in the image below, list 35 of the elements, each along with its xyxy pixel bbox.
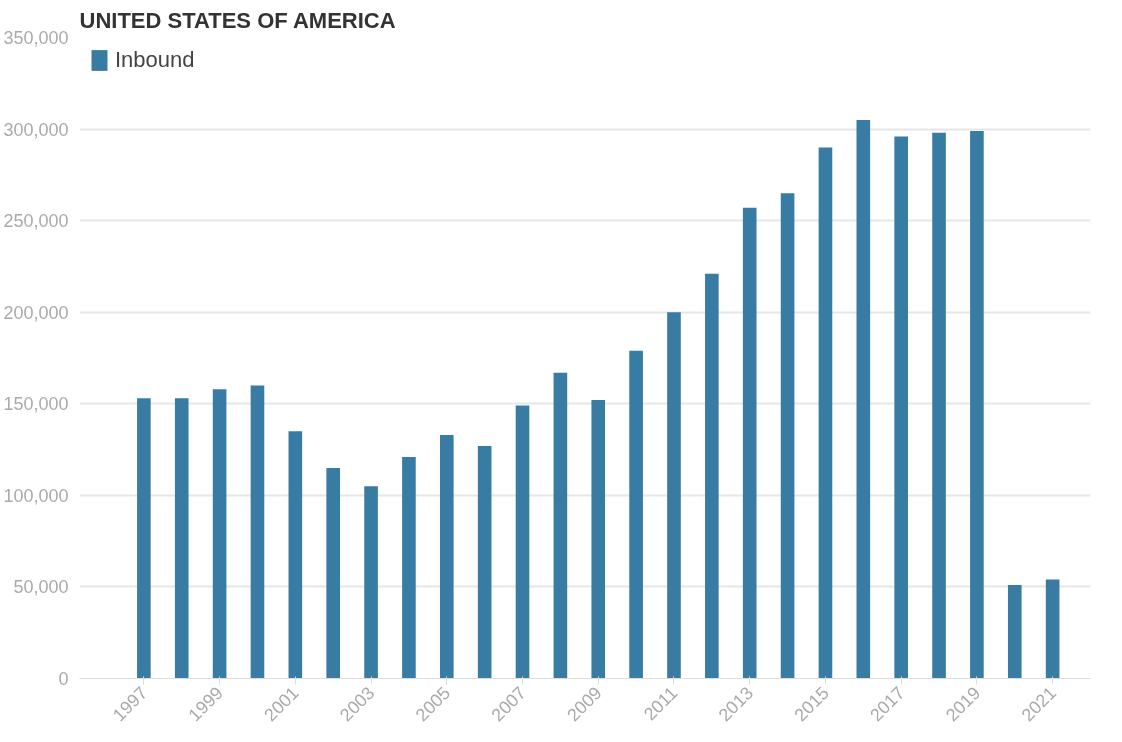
- bar: [970, 130, 984, 679]
- bar: [1045, 579, 1060, 679]
- y-tick-label: 350,000: [3, 28, 69, 48]
- legend-label: Inbound: [115, 47, 195, 73]
- bar: [439, 434, 454, 679]
- bar: [250, 385, 265, 679]
- bar: [477, 445, 492, 679]
- y-tick-label: 150,000: [3, 394, 69, 415]
- bar: [856, 119, 871, 679]
- bar: [326, 467, 341, 679]
- bar: [742, 207, 757, 679]
- bar: [288, 431, 303, 679]
- y-tick-label: 100,000: [3, 485, 69, 506]
- bar: [212, 389, 227, 679]
- bar: [515, 405, 530, 679]
- bar: [137, 398, 151, 679]
- bar: [932, 132, 946, 679]
- bar: [629, 350, 643, 679]
- bar: [553, 372, 568, 679]
- bar: [705, 273, 719, 679]
- chart-title: UNITED STATES OF AMERICA: [79, 7, 396, 33]
- bar: [894, 136, 908, 679]
- bar: [780, 193, 795, 679]
- bar: [1007, 585, 1022, 679]
- bar: [591, 400, 606, 679]
- bar: [818, 147, 833, 679]
- bar: [174, 398, 189, 679]
- y-tick-label: 250,000: [3, 211, 69, 232]
- bar: [364, 486, 378, 679]
- y-tick-label: 200,000: [3, 302, 69, 323]
- y-tick-label: 0: [58, 669, 69, 689]
- y-tick-label: 300,000: [3, 119, 69, 140]
- bar: [402, 456, 416, 679]
- y-tick-label: 50,000: [13, 577, 69, 598]
- bar: [667, 312, 681, 679]
